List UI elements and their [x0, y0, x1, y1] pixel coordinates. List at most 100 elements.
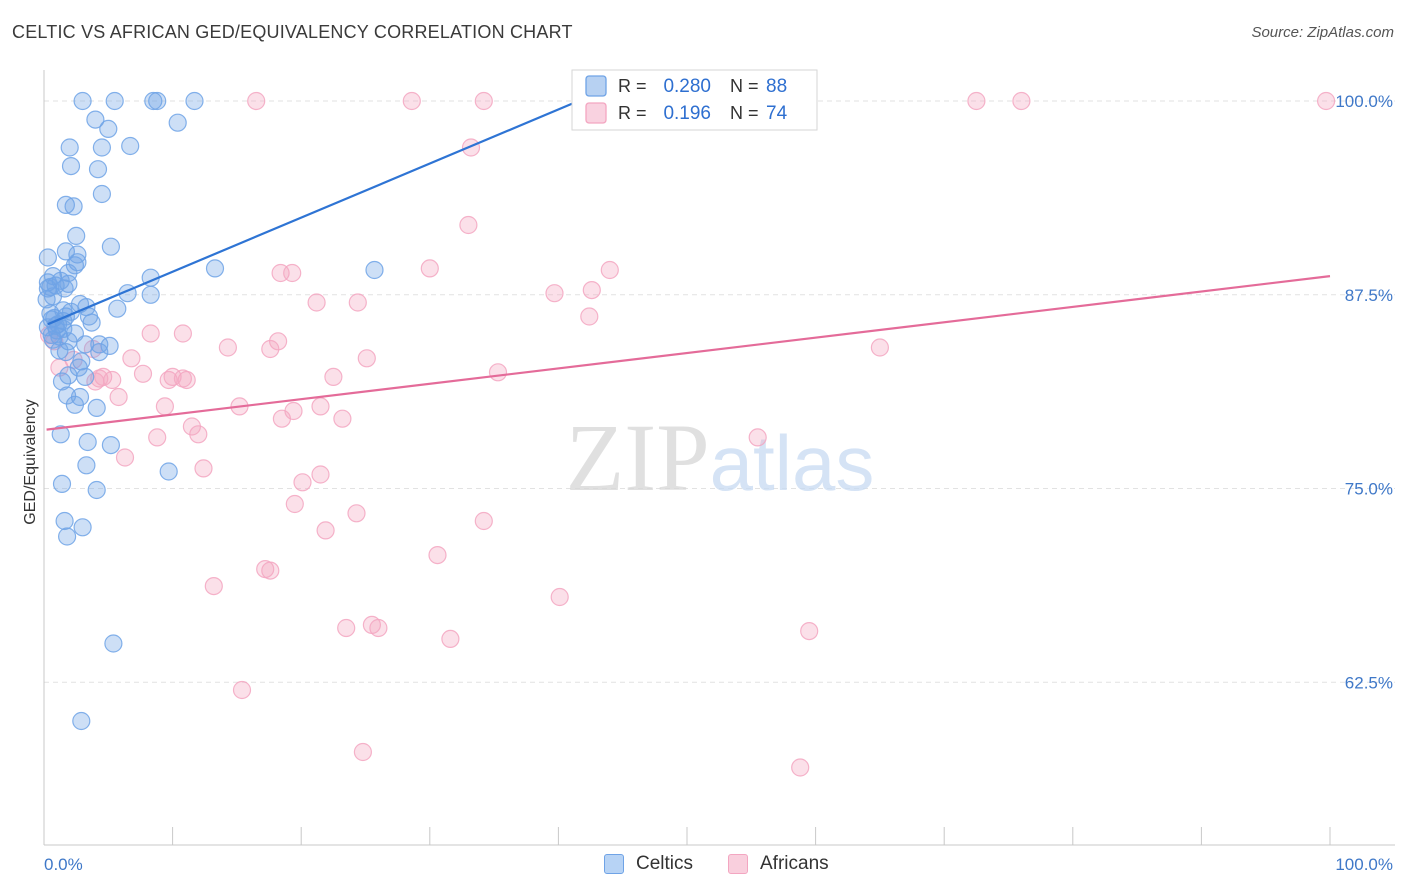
data-point-africans — [115, 448, 135, 467]
data-point-africans — [159, 370, 178, 390]
data-point-africans — [141, 324, 160, 343]
data-point-celtics — [73, 518, 92, 537]
data-point-celtics — [92, 138, 112, 157]
data-point-celtics — [56, 343, 76, 362]
data-point-africans — [441, 629, 460, 649]
data-point-africans — [316, 521, 335, 540]
data-point-africans — [1316, 91, 1336, 111]
chart-source: Source: ZipAtlas.com — [1251, 24, 1394, 41]
data-point-celtics — [73, 91, 92, 111]
legend-swatch-celtics — [604, 854, 624, 874]
data-point-celtics — [86, 110, 105, 129]
legend-n-label: N = — [730, 76, 759, 96]
gridlines — [44, 100, 1395, 683]
axes — [43, 70, 1395, 846]
data-point-celtics — [104, 634, 123, 653]
data-point-africans — [232, 680, 252, 700]
x-tick-labels: 0.0% 100.0% — [44, 855, 1393, 874]
legend-stats-box: R = 0.280 N = 88 R = 0.196 N = 74 — [571, 69, 818, 131]
data-point-celtics — [101, 237, 121, 256]
legend-bottom: Celtics Africans — [0, 850, 1406, 878]
data-point-africans — [333, 409, 352, 428]
data-point-celtics — [65, 395, 85, 414]
data-point-africans — [791, 758, 810, 777]
data-point-africans — [307, 293, 326, 312]
data-point-celtics — [90, 335, 109, 354]
data-point-africans — [194, 459, 213, 478]
data-point-celtics — [87, 398, 106, 417]
data-point-celtics — [141, 285, 160, 304]
data-point-celtics — [51, 425, 70, 444]
data-point-africans — [311, 465, 330, 484]
data-point-africans — [261, 561, 280, 580]
y-tick-label: 75.0% — [1345, 480, 1393, 499]
data-point-africans — [173, 369, 192, 388]
data-point-africans — [311, 397, 330, 416]
chart-title: CELTIC VS AFRICAN GED/EQUIVALENCY CORREL… — [12, 22, 573, 42]
data-point-africans — [218, 338, 237, 357]
y-tick-label: 87.5% — [1345, 286, 1393, 305]
legend-item-africans[interactable]: Africans — [728, 850, 829, 878]
data-point-africans — [86, 372, 105, 391]
legend-label-africans: Africans — [760, 853, 829, 874]
data-point-celtics — [90, 343, 109, 362]
data-point-celtics — [82, 313, 101, 332]
data-point-africans — [461, 138, 481, 157]
data-point-celtics — [38, 248, 58, 267]
data-point-celtics — [67, 226, 86, 245]
x-tick-label-max: 100.0% — [1335, 855, 1393, 874]
data-point-celtics — [92, 184, 112, 204]
trend-lines — [46, 81, 1331, 431]
data-point-africans — [155, 397, 174, 416]
data-point-africans — [269, 332, 288, 351]
legend-r-value: 0.196 — [663, 103, 711, 124]
series-celtics — [37, 91, 384, 731]
legend-stats-swatch-africans — [585, 102, 607, 124]
data-point-africans — [353, 742, 372, 762]
data-point-celtics — [64, 197, 83, 216]
y-tick-labels: 100.0% 87.5% 75.0% 62.5% — [1335, 92, 1393, 692]
data-point-celtics — [99, 119, 118, 138]
data-point-africans — [133, 364, 153, 383]
data-point-africans — [247, 91, 266, 111]
data-point-africans — [967, 91, 986, 111]
data-point-africans — [748, 428, 767, 447]
data-point-celtics — [57, 527, 77, 546]
legend-item-celtics[interactable]: Celtics — [604, 850, 693, 878]
data-point-celtics — [101, 436, 121, 455]
y-axis-label: GED/Equivalency — [22, 399, 39, 524]
data-point-celtics — [78, 432, 97, 452]
data-point-africans — [283, 263, 302, 283]
y-tick-label: 100.0% — [1335, 92, 1393, 111]
data-point-africans — [800, 621, 819, 641]
x-tick-label-min: 0.0% — [44, 855, 83, 874]
legend-stats-swatch-celtics — [585, 75, 607, 97]
y-tick-label: 62.5% — [1345, 673, 1393, 692]
legend-r-value: 0.280 — [663, 76, 711, 97]
data-point-celtics — [52, 474, 72, 493]
data-point-celtics — [76, 335, 95, 354]
data-point-celtics — [50, 341, 69, 360]
data-point-africans — [103, 370, 122, 390]
data-point-africans — [582, 281, 601, 300]
data-point-celtics — [159, 462, 178, 481]
data-point-celtics — [87, 480, 106, 500]
data-point-africans — [420, 259, 439, 278]
legend-stats-frame — [571, 69, 818, 131]
legend-n-label: N = — [730, 103, 759, 123]
data-point-celtics — [72, 711, 91, 731]
legend-label-celtics: Celtics — [636, 853, 694, 874]
data-point-africans — [189, 425, 208, 444]
data-point-africans — [474, 511, 493, 531]
data-point-africans — [1012, 91, 1031, 111]
legend-r-label: R = — [618, 76, 647, 96]
data-point-africans — [272, 409, 291, 428]
data-point-africans — [122, 349, 141, 368]
data-point-africans — [488, 363, 508, 382]
data-point-celtics — [77, 456, 96, 475]
data-point-africans — [600, 260, 619, 280]
data-point-celtics — [88, 160, 108, 179]
data-point-africans — [109, 387, 128, 407]
data-point-africans — [148, 428, 167, 447]
